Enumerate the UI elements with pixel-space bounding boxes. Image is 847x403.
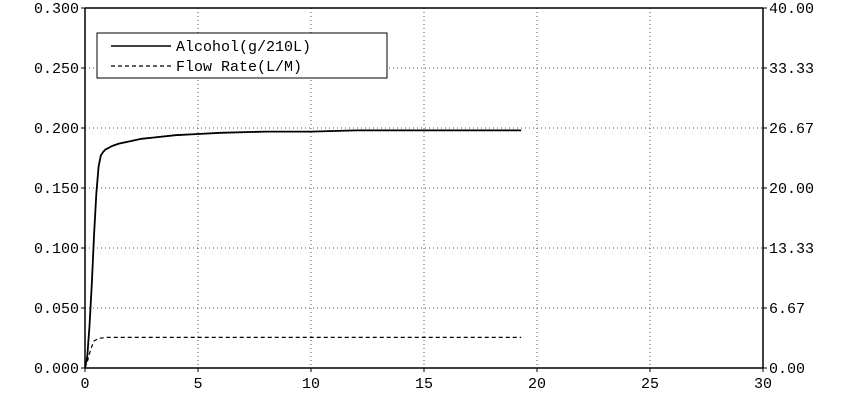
x-tick-label: 10 <box>302 376 320 393</box>
y-tick-label: 0.200 <box>34 121 79 138</box>
legend-label-flow-rate: Flow Rate(L/M) <box>176 59 302 76</box>
y2-tick-label: 0.00 <box>769 361 805 378</box>
y2-tick-label: 6.67 <box>769 301 805 318</box>
y2-tick-label: 26.67 <box>769 121 814 138</box>
y2-tick-label: 13.33 <box>769 241 814 258</box>
y-tick-label: 0.250 <box>34 61 79 78</box>
y-tick-label: 0.150 <box>34 181 79 198</box>
y2-tick-label: 20.00 <box>769 181 814 198</box>
series-line-flow-rate <box>84 336 522 369</box>
y-tick-label: 0.000 <box>34 361 79 378</box>
x-tick-label: 25 <box>641 376 659 393</box>
series-line-alcohol <box>84 129 522 369</box>
x-tick-label: 30 <box>754 376 772 393</box>
y-tick-label: 0.300 <box>34 1 79 18</box>
legend: Alcohol(g/210L) Flow Rate(L/M) <box>96 32 388 79</box>
legend-label-alcohol: Alcohol(g/210L) <box>176 39 311 56</box>
y-tick-label: 0.100 <box>34 241 79 258</box>
y2-tick-label: 40.00 <box>769 1 814 18</box>
y-tick-label: 0.050 <box>34 301 79 318</box>
legend-box <box>96 32 388 79</box>
series-lines <box>84 129 522 369</box>
y2-tick-label: 33.33 <box>769 61 814 78</box>
x-tick-label: 5 <box>193 376 202 393</box>
x-tick-label: 15 <box>415 376 433 393</box>
tick-labels: 0 5 10 15 20 25 30 0.000 0.050 0.100 0.150 0.200 0.2… <box>34 1 814 393</box>
x-tick-label: 20 <box>528 376 546 393</box>
x-tick-label: 0 <box>80 376 89 393</box>
